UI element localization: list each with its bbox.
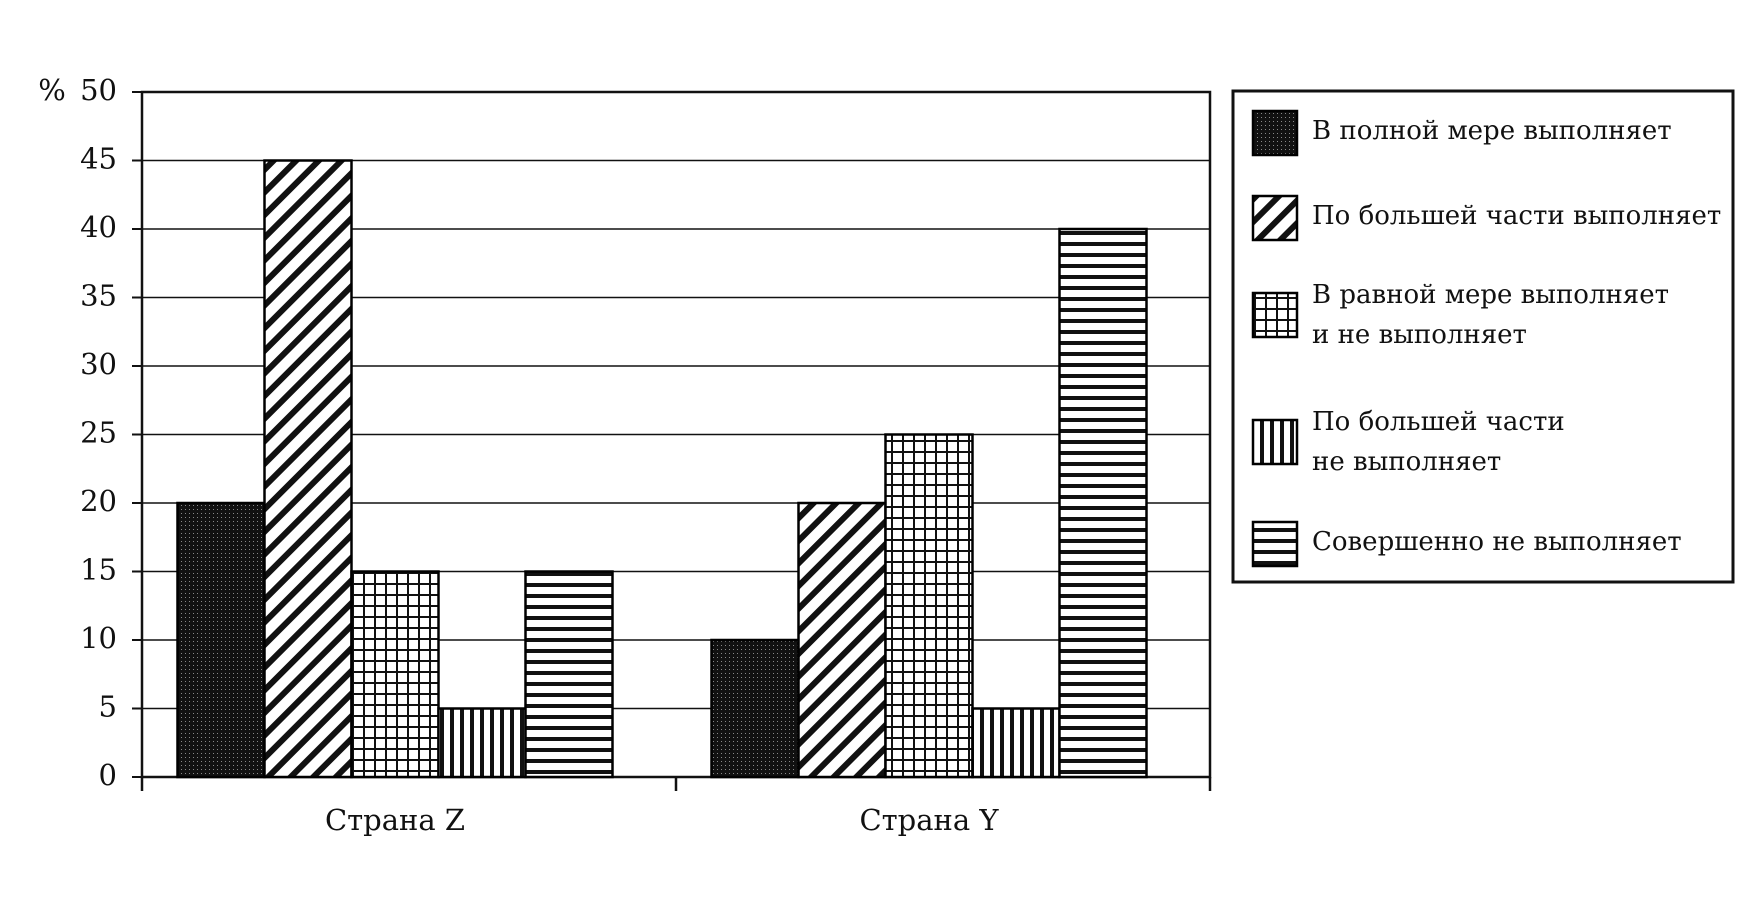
bar (710, 638, 800, 779)
legend-label: По большей части выполняет (1312, 201, 1722, 231)
legend-swatch (1251, 520, 1299, 568)
y-tick-label: 50 (80, 73, 117, 107)
legend-item: По большей части не выполняет (1312, 407, 1565, 477)
bar (797, 501, 887, 779)
bar (884, 433, 974, 779)
x-tick-label: Страна Y (859, 803, 999, 837)
legend-swatch (1251, 418, 1299, 466)
legend-swatch (1251, 109, 1299, 157)
bar (350, 570, 440, 779)
legend-item: В полной мере выполняет (1312, 116, 1672, 146)
legend-item: По большей части выполняет (1312, 201, 1722, 231)
y-tick-label: 10 (80, 621, 117, 655)
y-axis-label: % (38, 73, 66, 107)
legend-label: По большей части не выполняет (1312, 407, 1565, 477)
bar (524, 570, 614, 779)
y-tick-label: 20 (80, 484, 117, 518)
legend-swatch (1251, 194, 1299, 242)
y-tick-label: 0 (99, 758, 117, 792)
y-tick-label: 5 (99, 690, 117, 724)
y-tick-label: 15 (80, 553, 117, 587)
bar (437, 707, 527, 779)
legend-label: В равной мере выполняет и не выполняет (1312, 280, 1669, 350)
y-tick-label: 35 (80, 279, 117, 313)
legend-item: Совершенно не выполняет (1312, 527, 1682, 557)
bar (1058, 227, 1148, 779)
bar (176, 501, 266, 779)
bar (263, 159, 353, 779)
legend-label: Совершенно не выполняет (1312, 527, 1682, 557)
y-tick-label: 40 (80, 210, 117, 244)
x-tick-label: Страна Z (325, 803, 465, 837)
legend-swatch (1251, 291, 1299, 339)
legend-box (1231, 89, 1735, 584)
legend-item: В равной мере выполняет и не выполняет (1312, 280, 1669, 350)
y-tick-label: 30 (80, 347, 117, 381)
legend-label: В полной мере выполняет (1312, 116, 1672, 146)
y-tick-label: 45 (80, 142, 117, 176)
bar (971, 707, 1061, 779)
y-tick-label: 25 (80, 416, 117, 450)
